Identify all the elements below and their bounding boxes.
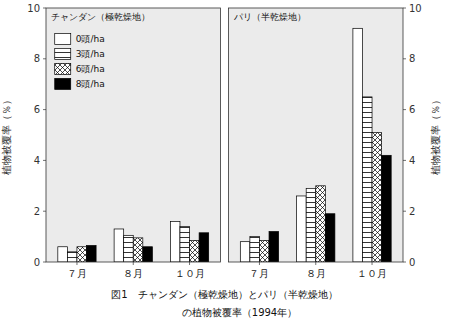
bar [382,155,392,262]
x-tick [76,262,77,265]
bar [306,188,316,262]
bar [77,247,87,262]
y-tick-label: 10 [409,3,422,14]
bar [362,97,372,262]
x-tick-label: ７月 [67,268,87,279]
x-tick [372,262,373,265]
bar [180,226,190,262]
x-tick [189,262,190,265]
chart: 0 2 4 6 8 10 ７月 ８月 １０月 植物被覆率（％） チャンダン（極乾燥地） 0頭/ha 3頭… [0,0,449,328]
y-tick [403,160,406,161]
plot-frame [229,8,404,262]
panel: 0 2 4 6 8 10 ７月 ８月 １０月 植物被覆率（％） チャンダン（極乾燥地） 0頭/ha 3頭… [1,3,221,280]
panel-title: チャンダン（極乾燥地） [51,12,150,22]
y-tick-label: 4 [34,155,40,166]
legend-swatch [55,48,71,59]
bar [67,252,77,262]
x-tick-label: １０月 [175,268,205,279]
bar [133,238,143,262]
legend-swatch [55,78,71,89]
x-tick-label: ７月 [249,268,269,279]
y-tick-label: 6 [34,104,40,115]
bar [297,196,307,262]
y-tick-label: 0 [34,257,40,268]
bar [190,240,200,262]
bar [58,247,68,262]
caption: 図1 チャンダン（極乾燥地）とパリ（半乾燥地） [111,289,337,300]
x-tick-label: １０月 [357,268,387,279]
x-tick [259,262,260,265]
bar [199,233,209,262]
bar [269,232,279,262]
legend-swatch [55,33,71,44]
y-axis-label: 植物被覆率（％） [1,95,12,175]
bar [372,132,382,262]
y-tick [43,109,46,110]
bar [250,237,260,262]
legend-swatch [55,63,71,74]
y-tick [43,160,46,161]
plot-background [46,8,221,262]
y-tick-label: 8 [34,53,40,64]
x-tick [315,262,316,265]
caption: の植物被覆率（1994年） [152,307,297,318]
y-tick-label: 2 [34,206,40,217]
legend: 0頭/ha 3頭/ha 6頭/ha 8頭/ha [55,33,105,89]
y-tick [403,109,406,110]
legend-label: 0頭/ha [76,34,105,44]
plot-frame [46,8,221,262]
bar [114,229,124,262]
y-tick [43,58,46,59]
plot-background [229,8,404,262]
panel: 0 2 4 6 8 10 ７月 ８月 １０月 植物被覆率（％） パリ（半乾燥地） [229,3,442,280]
bar [259,240,269,262]
y-tick [403,58,406,59]
legend-label: 8頭/ha [76,79,105,89]
bar [170,221,180,262]
bar [240,242,250,262]
y-tick-label: 4 [409,155,415,166]
x-tick [133,262,134,265]
y-tick [43,262,46,263]
bar [325,214,335,262]
bar [124,235,134,262]
legend-label: 3頭/ha [76,49,105,59]
bar [143,247,153,262]
x-tick-label: ８月 [123,268,143,279]
y-tick-label: 8 [409,53,415,64]
bar [87,245,97,262]
legend-label: 6頭/ha [76,64,105,74]
y-tick [403,211,406,212]
y-tick [43,8,46,9]
y-axis-label: 植物被覆率（％） [430,95,441,175]
x-tick-label: ８月 [306,268,326,279]
y-tick-label: 0 [409,257,415,268]
y-tick-label: 10 [27,3,40,14]
y-tick-label: 6 [409,104,415,115]
panel-title: パリ（半乾燥地） [233,12,306,22]
bar [353,28,363,262]
bar [316,186,326,262]
bars [58,221,209,262]
y-tick [43,211,46,212]
bars [240,28,391,262]
y-tick-label: 2 [409,206,415,217]
y-tick [403,262,406,263]
y-tick [403,8,406,9]
